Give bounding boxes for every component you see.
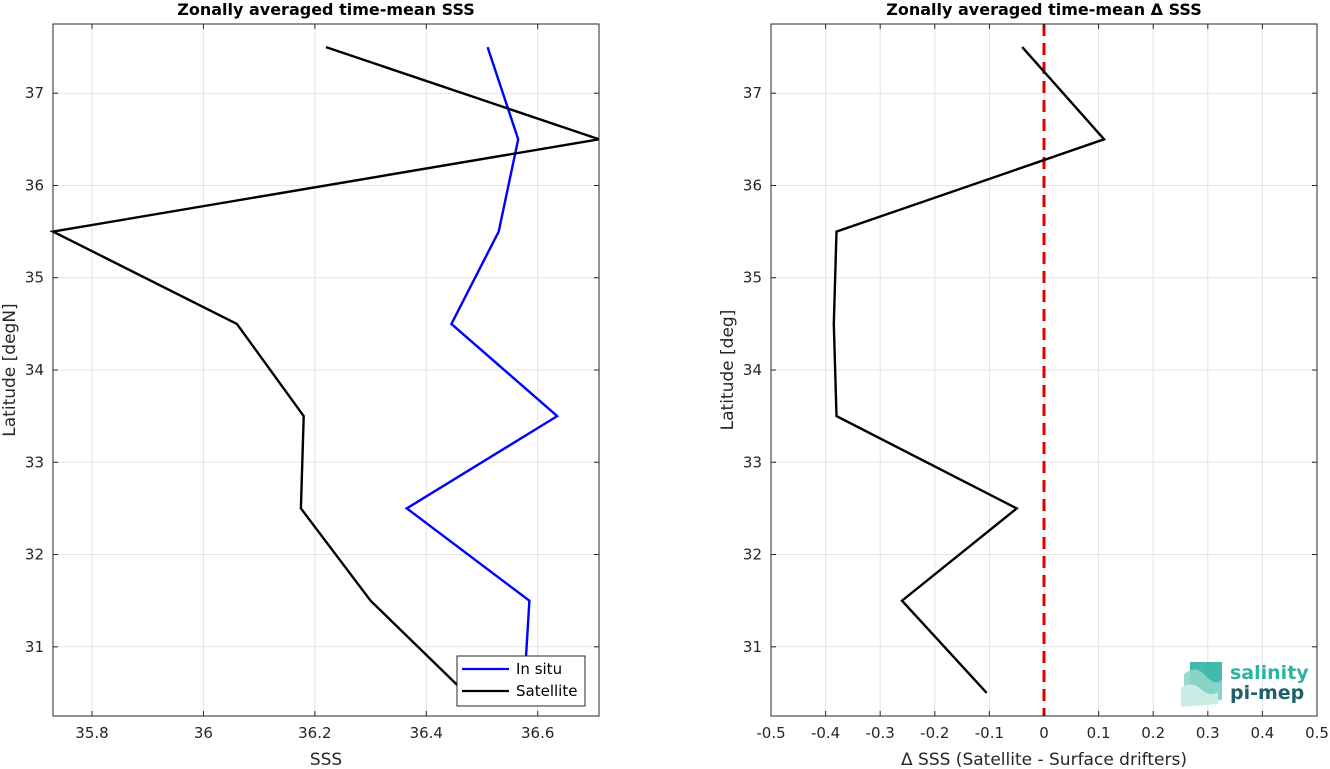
y-tick-label: 32 bbox=[25, 546, 44, 564]
y-tick-label: 34 bbox=[743, 361, 762, 379]
y-tick-label: 32 bbox=[743, 546, 762, 564]
legend-box bbox=[456, 655, 586, 707]
legend-in-situ-label: In situ bbox=[516, 660, 562, 678]
y-tick-label: 34 bbox=[25, 361, 44, 379]
y-tick-label: 35 bbox=[743, 269, 762, 287]
x-tick-label: -0.4 bbox=[811, 724, 840, 742]
y-tick-label: 37 bbox=[25, 84, 44, 102]
x-tick-label: 36 bbox=[194, 724, 213, 742]
x-tick-label: 36.4 bbox=[410, 724, 443, 742]
right-x-axis-label: Δ SSS (Satellite - Surface drifters) bbox=[901, 750, 1187, 769]
x-tick-label: 35.8 bbox=[75, 724, 108, 742]
right-ticks: -0.5 -0.4 -0.3 -0.2 -0.1 0 0.1 0.2 0.3 0.4 0.5 31 32… bbox=[743, 24, 1329, 742]
x-tick-label: 0.1 bbox=[1087, 724, 1111, 742]
wave-icon bbox=[1181, 662, 1222, 707]
y-tick-label: 36 bbox=[743, 176, 762, 194]
y-tick-label: 31 bbox=[743, 638, 762, 656]
right-chart: Zonally averaged time-mean Δ SSS -0.5 -0.… bbox=[718, 0, 1329, 769]
x-tick-label: 0.5 bbox=[1305, 724, 1329, 742]
x-tick-label: -0.5 bbox=[756, 724, 785, 742]
legend-satellite-label: Satellite bbox=[516, 682, 577, 700]
x-tick-label: 0 bbox=[1039, 724, 1049, 742]
y-tick-label: 36 bbox=[25, 176, 44, 194]
y-tick-label: 35 bbox=[25, 269, 44, 287]
left-chart: Zonally averaged time-mean SSS 35.8 36 36.… bbox=[0, 0, 600, 769]
x-tick-label: 0.2 bbox=[1141, 724, 1165, 742]
y-tick-label: 37 bbox=[743, 84, 762, 102]
x-tick-label: 36.6 bbox=[521, 724, 554, 742]
x-tick-label: -0.2 bbox=[920, 724, 949, 742]
logo-text-pi-mep: pi-mep bbox=[1230, 682, 1304, 704]
x-tick-label: -0.3 bbox=[866, 724, 895, 742]
right-y-axis-label: Latitude [deg] bbox=[718, 310, 738, 431]
right-chart-title: Zonally averaged time-mean Δ SSS bbox=[886, 0, 1202, 19]
y-tick-label: 33 bbox=[25, 453, 44, 471]
left-series-lines bbox=[49, 45, 600, 694]
y-tick-label: 31 bbox=[25, 638, 44, 656]
y-tick-label: 33 bbox=[743, 453, 762, 471]
series-line-delta bbox=[832, 46, 1107, 694]
legend: In situ Satellite bbox=[456, 655, 586, 707]
left-ticks: 35.8 36 36.2 36.4 36.6 31 32 33 34 35 36 37 bbox=[25, 24, 599, 742]
logo-text-salinity: salinity bbox=[1230, 662, 1309, 684]
left-x-axis-label: SSS bbox=[310, 750, 342, 769]
x-tick-label: 0.3 bbox=[1196, 724, 1220, 742]
x-tick-label: -0.1 bbox=[975, 724, 1004, 742]
right-series-lines bbox=[832, 24, 1107, 716]
x-tick-label: 36.2 bbox=[298, 724, 331, 742]
salinity-pi-mep-logo: salinity pi-mep bbox=[1181, 662, 1309, 707]
series-line-satellite bbox=[49, 45, 600, 694]
left-y-axis-label: Latitude [degN] bbox=[0, 303, 20, 436]
left-chart-title: Zonally averaged time-mean SSS bbox=[177, 0, 475, 19]
x-tick-label: 0.4 bbox=[1250, 724, 1274, 742]
